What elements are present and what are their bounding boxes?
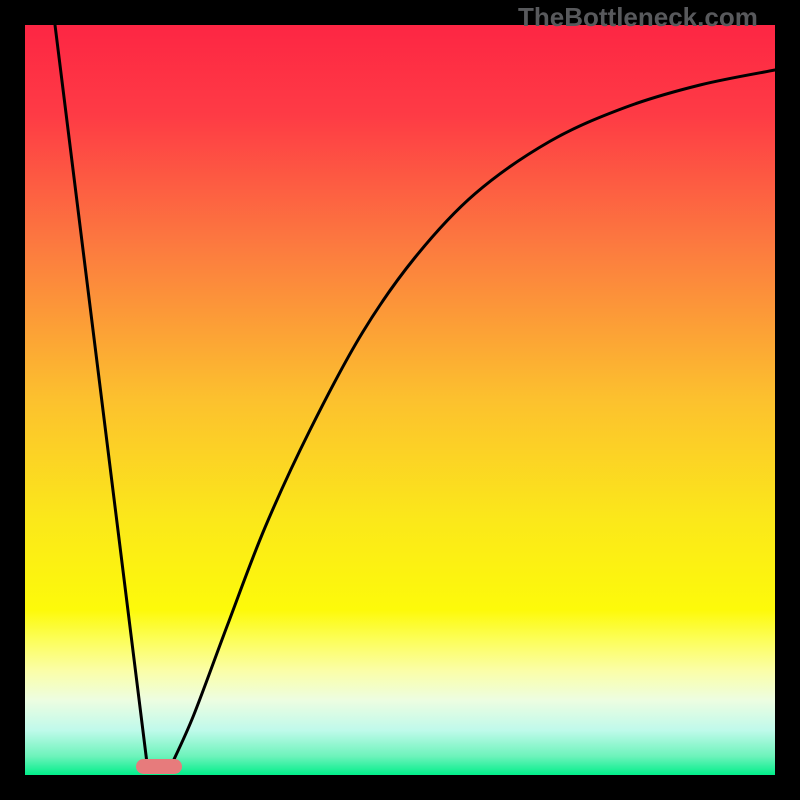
bottleneck-marker bbox=[136, 759, 182, 774]
right-curve bbox=[171, 70, 775, 765]
left-line bbox=[55, 25, 147, 765]
chart-container: TheBottleneck.com bbox=[0, 0, 800, 800]
plot-area bbox=[25, 25, 775, 775]
watermark-text: TheBottleneck.com bbox=[518, 2, 758, 33]
curves bbox=[25, 25, 775, 775]
